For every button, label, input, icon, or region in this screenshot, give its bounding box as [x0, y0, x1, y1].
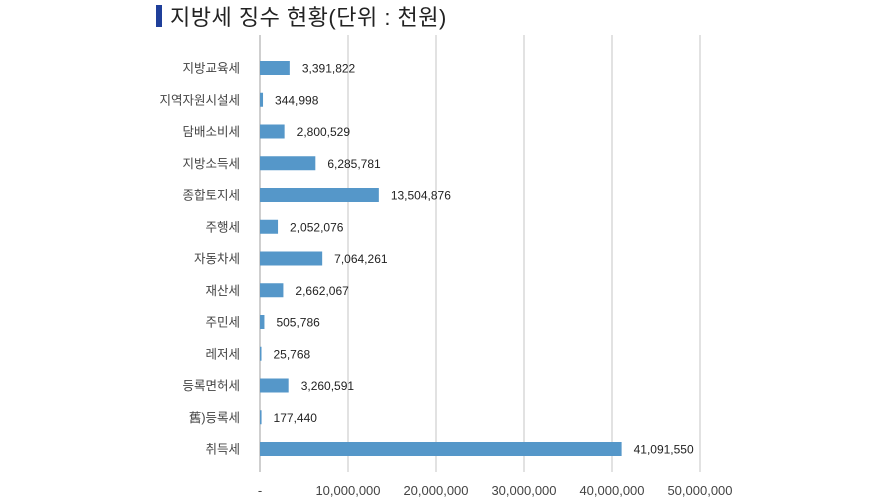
data-label: 3,391,822 [302, 62, 356, 76]
data-label: 25,768 [274, 347, 311, 361]
chart-title-wrap: 지방세 징수 현황(단위 : 천원) [156, 2, 447, 30]
x-tick-label: 30,000,000 [491, 483, 556, 498]
category-label: 지방교육세 [182, 62, 240, 76]
category-label: 레저세 [205, 347, 240, 361]
category-label: 舊)등록세 [189, 410, 240, 425]
category-label: 지역자원시설세 [159, 93, 240, 107]
bar [260, 378, 289, 393]
data-label: 2,662,067 [295, 284, 349, 298]
x-tick-label: 10,000,000 [315, 483, 380, 498]
bar [260, 315, 265, 329]
bar [260, 92, 264, 107]
data-label: 6,285,781 [327, 157, 381, 171]
data-label: 505,786 [276, 316, 320, 330]
bar [260, 251, 323, 266]
bar [260, 442, 622, 456]
bar [260, 219, 279, 234]
data-label: 41,091,550 [634, 443, 694, 457]
category-label: 담배소비세 [182, 125, 240, 139]
bar [260, 188, 379, 202]
data-label: 3,260,591 [301, 379, 355, 393]
x-tick-label: - [258, 483, 262, 498]
category-label: 지방소득세 [182, 157, 240, 171]
category-label: 등록면허세 [182, 379, 240, 393]
bar [260, 410, 262, 425]
category-label: 종합토지세 [182, 189, 240, 203]
category-label: 재산세 [205, 284, 240, 298]
category-label: 자동차세 [194, 252, 240, 266]
data-label: 2,052,076 [290, 220, 344, 234]
bar [260, 156, 316, 171]
data-label: 344,998 [275, 93, 319, 107]
bar [260, 283, 284, 298]
data-label: 7,064,261 [334, 252, 388, 266]
x-tick-label: 50,000,000 [667, 483, 732, 498]
x-tick-label: 40,000,000 [579, 483, 644, 498]
bar [260, 346, 262, 361]
data-label: 13,504,876 [391, 189, 451, 203]
category-label: 취득세 [205, 443, 240, 457]
category-label: 주민세 [205, 316, 240, 330]
category-label: 주행세 [205, 219, 240, 234]
title-marker [156, 5, 162, 27]
data-label: 177,440 [274, 411, 318, 425]
x-tick-label: 20,000,000 [403, 483, 468, 498]
bar [260, 124, 285, 139]
bar [260, 61, 290, 75]
data-label: 2,800,529 [297, 125, 351, 139]
chart-title: 지방세 징수 현황(단위 : 천원) [170, 5, 447, 30]
